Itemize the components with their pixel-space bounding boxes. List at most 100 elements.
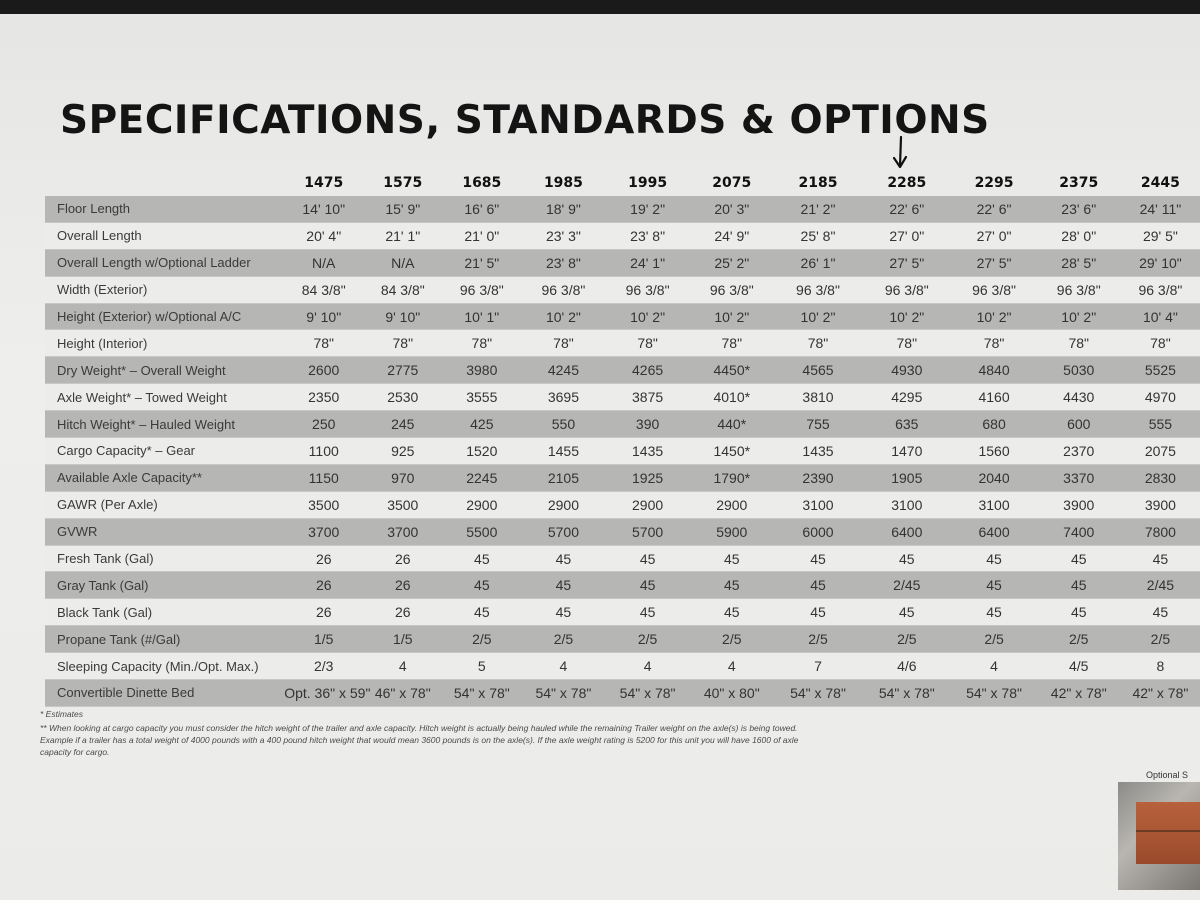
spec-cell: 24' 9" — [689, 222, 774, 250]
spec-cell: 78" — [284, 329, 364, 358]
spec-cell: 5030 — [1036, 356, 1121, 385]
spec-cell: 5 — [442, 652, 522, 681]
footnotes: * Estimates ** When looking at cargo cap… — [40, 708, 800, 760]
spec-cell: 925 — [363, 437, 443, 465]
spec-row: Overall Length 20' 4" 21' 1" 21' 0" 23' 3" 23… — [45, 222, 1200, 250]
spec-cell: 10' 2" — [951, 303, 1037, 331]
spec-cell: 45 — [773, 545, 863, 573]
spec-cell: 440* — [689, 410, 774, 439]
model-header-1575: 1575 — [383, 175, 423, 191]
spec-cell: 4/5 — [1036, 652, 1121, 681]
spec-cell: 6400 — [862, 518, 952, 546]
spec-cell: 45 — [951, 598, 1037, 627]
spec-row-label: GVWR — [45, 518, 285, 546]
spec-cell: 20' 4" — [284, 222, 364, 250]
spec-row: Width (Exterior) 84 3/8" 84 3/8" 96 3/8" 96 … — [45, 276, 1200, 304]
spec-cell: 4295 — [862, 383, 952, 412]
spec-cell: 45 — [689, 598, 774, 627]
spec-cell: 10' 2" — [521, 303, 606, 331]
spec-row: Dry Weight* – Overall Weight 2600 2775 3980… — [45, 356, 1200, 385]
spec-row: Axle Weight* – Towed Weight 2350 2530 3555 3… — [45, 383, 1200, 412]
spec-cell: 42" x 78" — [1036, 679, 1121, 707]
spec-cell: 96 3/8" — [1036, 276, 1121, 304]
spec-cell: 3900 — [1120, 491, 1200, 519]
spec-cell: 245 — [363, 410, 443, 439]
spec-cell: 1450* — [689, 437, 774, 465]
spec-cell: 1470 — [862, 437, 952, 465]
spec-cell: 2105 — [521, 464, 606, 492]
spec-cell: 5525 — [1120, 356, 1200, 385]
spec-row-label: Floor Length — [45, 196, 285, 223]
spec-row-label: Height (Interior) — [45, 329, 285, 358]
spec-cell: 45 — [605, 598, 690, 627]
spec-cell: 15' 9" — [363, 196, 443, 223]
spec-cell: 4840 — [951, 356, 1037, 385]
spec-cell: 1455 — [521, 437, 606, 465]
spec-cell: 78" — [951, 329, 1037, 358]
spec-cell: 78" — [773, 329, 863, 358]
spec-cell: 3875 — [605, 383, 690, 412]
spec-cell: 45 — [605, 571, 690, 600]
cabinet-detail — [1136, 830, 1200, 832]
spec-cell: 4970 — [1120, 383, 1200, 412]
spec-cell: 2900 — [521, 491, 606, 519]
spec-cell: 78" — [363, 329, 443, 358]
spec-cell: 390 — [605, 410, 690, 439]
spec-cell: 555 — [1120, 410, 1200, 439]
spec-cell: 45 — [521, 545, 606, 573]
spec-row: Black Tank (Gal) 26 26 45 45 45 45 45 45 45 45 45 — [45, 598, 1200, 627]
spec-cell: 24' 11" — [1120, 196, 1200, 223]
spec-cell: 4245 — [521, 356, 606, 385]
spec-cell: 3700 — [363, 518, 443, 546]
spec-row: Hitch Weight* – Hauled Weight 250 245 425 55… — [45, 410, 1200, 439]
spec-cell: 54" x 78" — [951, 679, 1037, 707]
spec-row-label: Propane Tank (#/Gal) — [45, 625, 285, 654]
spec-cell: 600 — [1036, 410, 1121, 439]
spec-cell: 2350 — [284, 383, 364, 412]
spec-cell: 2/5 — [862, 625, 952, 654]
spec-cell: 1/5 — [363, 625, 443, 654]
spec-cell: 78" — [605, 329, 690, 358]
spec-cell: 26 — [284, 571, 364, 600]
footnote-cargo-capacity: ** When looking at cargo capacity you mu… — [40, 723, 799, 757]
spec-cell: 2/45 — [862, 571, 952, 600]
spec-cell: 2390 — [773, 464, 863, 492]
spec-row-label: Height (Exterior) w/Optional A/C — [45, 303, 285, 331]
model-header-1475: 1475 — [304, 175, 344, 191]
spec-cell: 1/5 — [284, 625, 364, 654]
spec-cell: 54" x 78" — [442, 679, 522, 707]
spec-cell: 26 — [363, 545, 443, 573]
model-header-row: 1475 1575 1685 1985 1995 2075 2185 2285 2295 2375… — [45, 170, 1200, 196]
spec-cell: 16' 6" — [442, 196, 522, 223]
spec-cell: 4430 — [1036, 383, 1121, 412]
spec-cell: 14' 10" — [284, 196, 364, 223]
model-header-1995: 1995 — [628, 175, 668, 191]
spec-cell: 1560 — [951, 437, 1037, 465]
spec-cell: 45 — [605, 545, 690, 573]
spec-cell: 1790* — [689, 464, 774, 492]
spec-cell: 45 — [1120, 598, 1200, 627]
spec-cell: 23' 3" — [521, 222, 606, 250]
spec-cell: 26 — [363, 598, 443, 627]
model-header-1985: 1985 — [543, 175, 583, 191]
spec-cell: 5700 — [605, 518, 690, 546]
spec-cell: 45 — [1036, 598, 1121, 627]
spec-cell: 46" x 78" — [363, 679, 443, 707]
spec-cell: 2/5 — [521, 625, 606, 654]
spec-cell: 45 — [1036, 545, 1121, 573]
spec-cell: 45 — [521, 598, 606, 627]
spec-cell: 4450* — [689, 356, 774, 385]
spec-row: Available Axle Capacity** 1150 970 2245 2105… — [45, 464, 1200, 492]
spec-cell: 84 3/8" — [363, 276, 443, 304]
spec-cell: 6400 — [951, 518, 1037, 546]
spec-cell: 3100 — [951, 491, 1037, 519]
option-photo — [1118, 782, 1200, 890]
spec-cell: 45 — [862, 545, 952, 573]
spec-row: Height (Exterior) w/Optional A/C 9' 10" 9'… — [45, 303, 1200, 331]
spec-cell: 2830 — [1120, 464, 1200, 492]
optional-caption: Optional S — [1146, 770, 1189, 780]
spec-cell: 96 3/8" — [773, 276, 863, 304]
spec-row-label: Width (Exterior) — [45, 276, 285, 304]
spec-cell: 54" x 78" — [521, 679, 606, 707]
spec-cell: 635 — [862, 410, 952, 439]
